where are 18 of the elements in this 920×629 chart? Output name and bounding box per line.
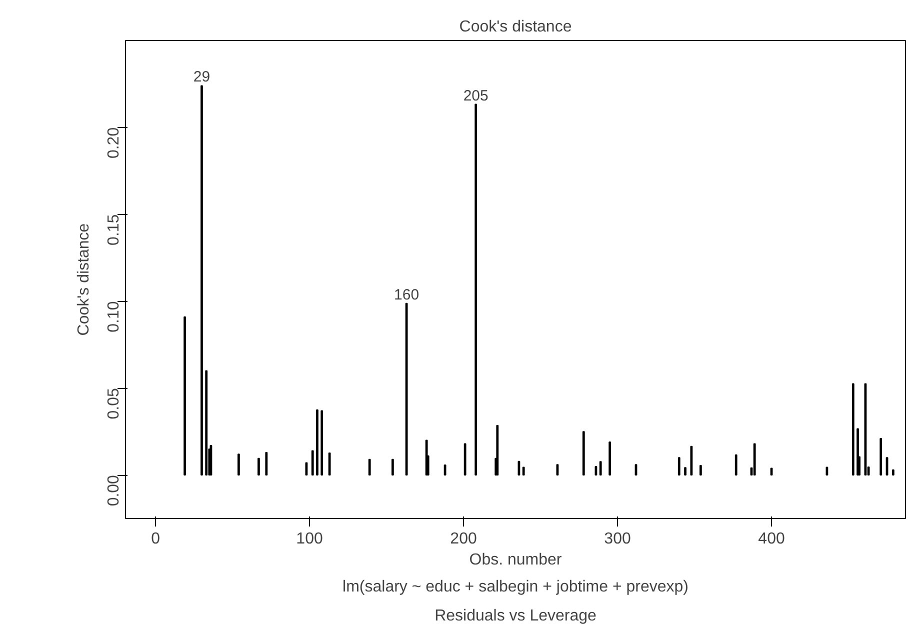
x-tick-label: 300 <box>604 530 631 548</box>
x-tick-label: 0 <box>151 530 160 548</box>
y-axis-title: Cook's distance <box>76 223 92 336</box>
y-tick-label: 0.05 <box>106 388 122 420</box>
x-axis-title: Obs. number <box>469 552 562 568</box>
text: lm(salary ~ educ + salbegin + jobtime + prevexp) <box>342 578 688 596</box>
y-tick-label: 0.15 <box>106 214 122 246</box>
y-tick-label: 0.00 <box>106 474 122 506</box>
annotation: 160 <box>394 286 420 304</box>
chart-title: Cook's distance <box>459 18 572 36</box>
y-tick-label: 0.20 <box>106 127 122 159</box>
x-tick-label: 200 <box>450 530 477 548</box>
text: Residuals vs Leverage <box>434 608 597 624</box>
annotation: 205 <box>463 87 488 104</box>
annotation: 29 <box>193 68 210 86</box>
x-tick-label: 400 <box>758 530 785 548</box>
y-tick-label: 0.10 <box>106 301 122 332</box>
x-tick-label: 100 <box>296 530 323 548</box>
